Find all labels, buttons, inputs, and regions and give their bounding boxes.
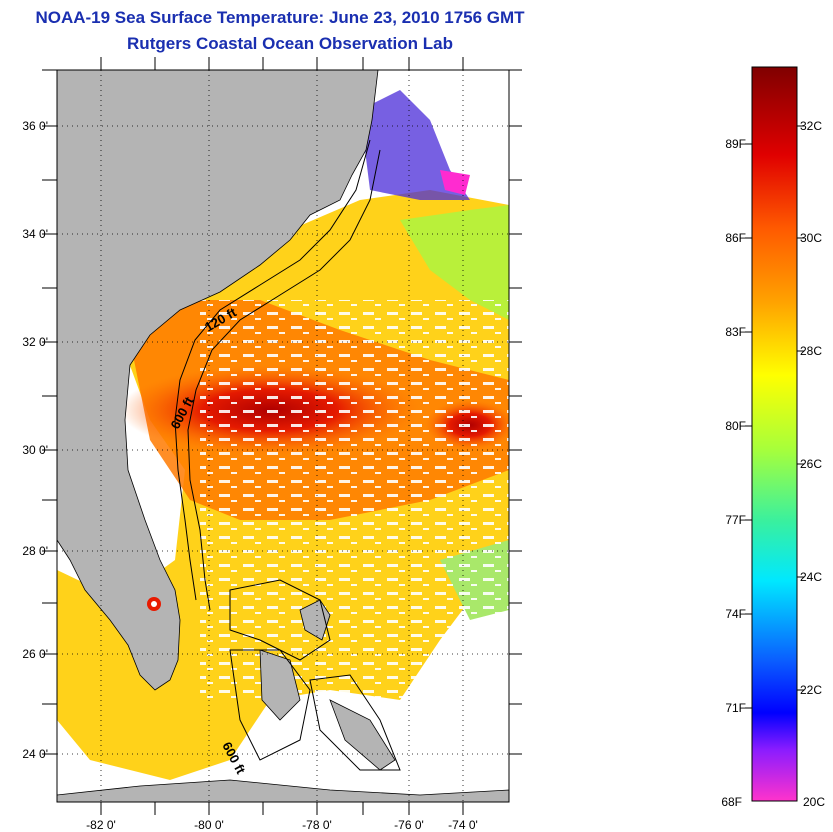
lon-labels: -82 0' -80 0' -78 0' -76 0' -74 0' (86, 818, 478, 832)
colorbar-c-label: 22C (800, 683, 822, 697)
land-cuba (57, 779, 509, 802)
lat-label: 28 0' (22, 544, 48, 558)
map-ticks (42, 57, 522, 815)
lat-label: 36 0' (22, 119, 48, 133)
land-us-east-coast (57, 70, 379, 691)
colorbar (751, 66, 798, 802)
colorbar-f-label: 83F (725, 325, 746, 339)
land-bahamas-eleuthera (329, 699, 396, 771)
lat-labels: 36 0' 34 0' 32 0' 30 0' 28 0' 26 0' 24 0… (22, 119, 48, 761)
ocean-speckle (200, 300, 509, 700)
ocean-north-magenta (440, 170, 470, 195)
lat-label: 26 0' (22, 647, 48, 661)
colorbar-ticks (745, 125, 804, 709)
contour-120ft (174, 139, 371, 601)
colorbar-f-label: 80F (725, 419, 746, 433)
colorbar-f-label: 77F (725, 513, 746, 527)
contour-bahamas (229, 579, 401, 771)
lon-label: -76 0' (394, 818, 424, 832)
lon-label: -74 0' (448, 818, 478, 832)
contour-600ft (187, 149, 381, 611)
colorbar-c-labels: 32C 30C 28C 26C 24C 22C 20C (800, 119, 825, 809)
colorbar-c-label: 20C (803, 795, 825, 809)
colorbar-f-label: 71F (725, 701, 746, 715)
colorbar-c-label: 32C (800, 119, 822, 133)
colorbar-c-label: 26C (800, 457, 822, 471)
lat-label: 24 0' (22, 747, 48, 761)
land-bahamas-andros (259, 649, 301, 721)
map-grid (57, 70, 509, 802)
map-panel (57, 70, 509, 802)
colorbar-f-label: 74F (725, 607, 746, 621)
lat-label: 30 0' (22, 443, 48, 457)
colorbar-c-label: 24C (800, 570, 822, 584)
lake-okeechobee-center (151, 601, 157, 607)
lon-label: -78 0' (302, 818, 332, 832)
colorbar-f-label: 89F (725, 137, 746, 151)
lat-label: 34 0' (22, 227, 48, 241)
lon-label: -82 0' (86, 818, 116, 832)
colorbar-f-label: 68F (721, 795, 742, 809)
lon-label: -80 0' (194, 818, 224, 832)
map-title: NOAA-19 Sea Surface Temperature: June 23… (35, 8, 525, 27)
map-border (56, 69, 510, 803)
colorbar-c-label: 30C (800, 231, 822, 245)
colorbar-c-label: 28C (800, 344, 822, 358)
colorbar-f-label: 86F (725, 231, 746, 245)
lat-label: 32 0' (22, 335, 48, 349)
map-subtitle: Rutgers Coastal Ocean Observation Lab (127, 34, 453, 53)
colorbar-f-labels: 89F 86F 83F 80F 77F 74F 71F 68F (721, 137, 746, 809)
